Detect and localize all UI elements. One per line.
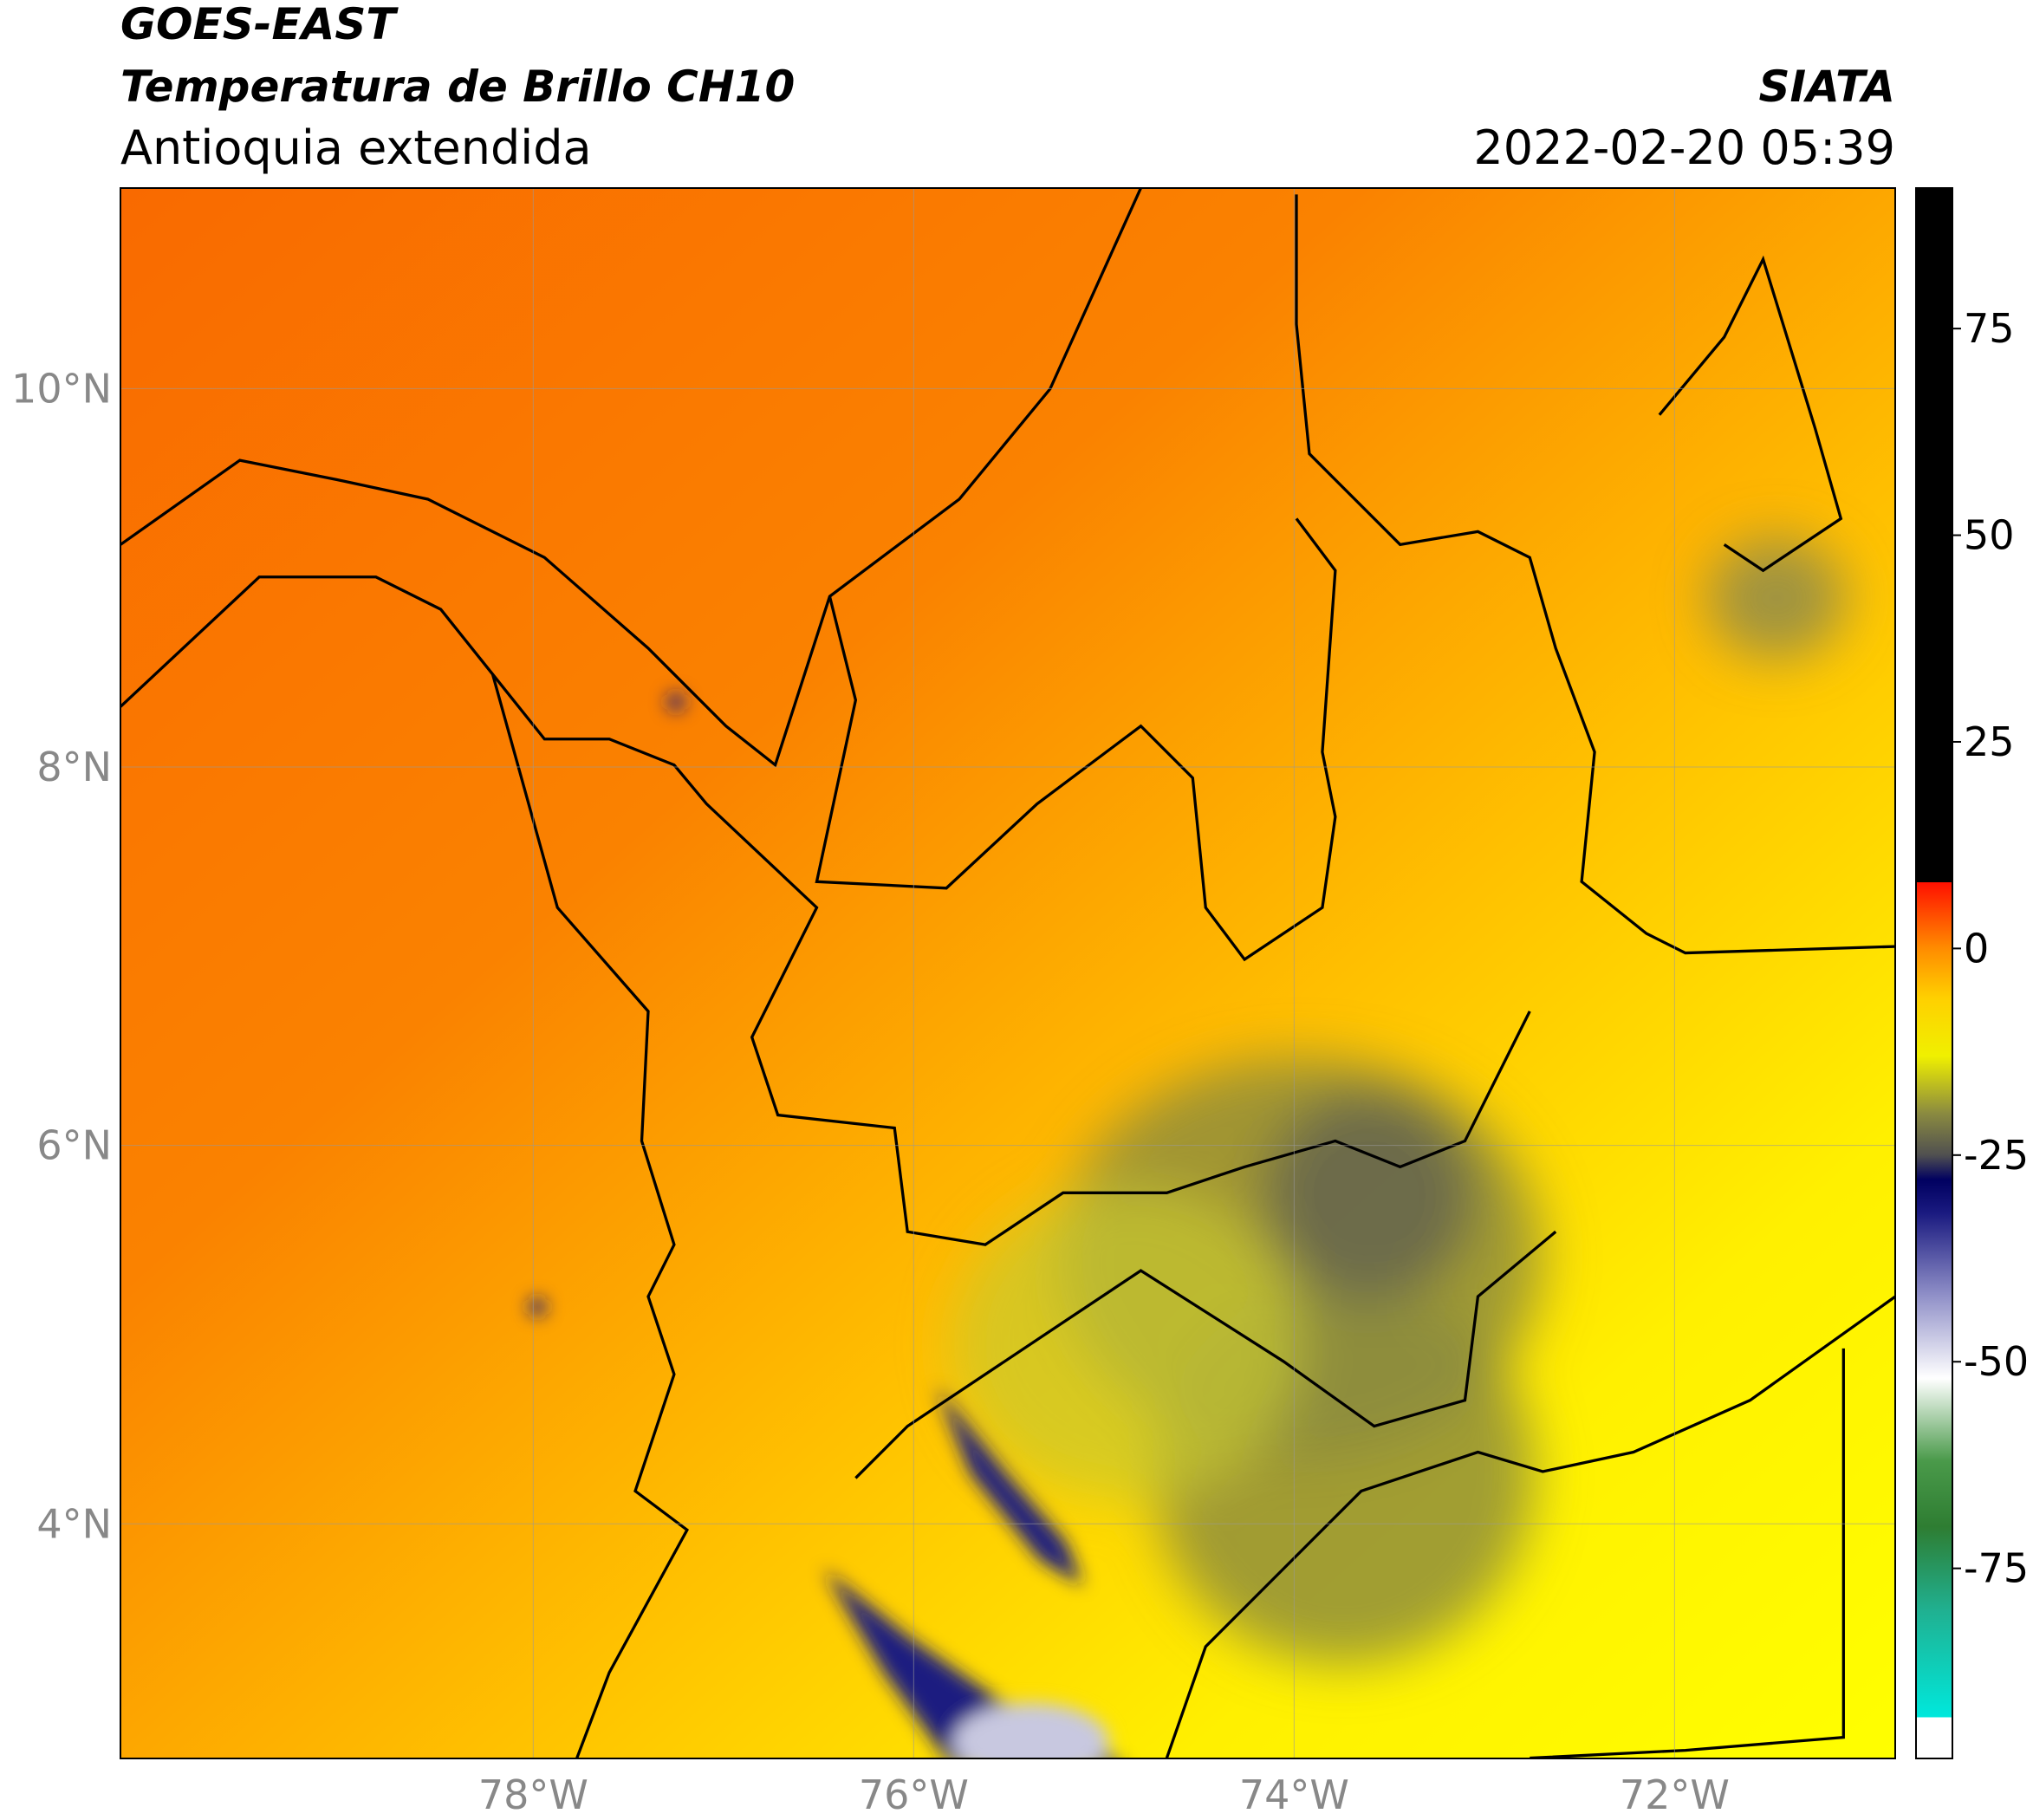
borders [120, 188, 1895, 1758]
lat-tick-label: 4°N [36, 1500, 112, 1547]
colorbar-tick-label: 50 [1964, 512, 2015, 559]
lat-tick-label: 6°N [36, 1122, 112, 1169]
lat-tick-label: 10°N [11, 365, 112, 412]
lon-tick-label: 72°W [1620, 1771, 1730, 1818]
title: GOES-EAST [120, 0, 399, 49]
lon-tick-label: 74°W [1239, 1771, 1349, 1818]
map-area [120, 188, 1895, 1758]
colorbar-tick-label: 25 [1964, 718, 2015, 765]
map-frame [120, 187, 1896, 1759]
colorbar-tick-label: -50 [1964, 1338, 2029, 1385]
colorbar-tick-label: -25 [1964, 1132, 2029, 1179]
colorbar [1915, 187, 1953, 1759]
colorbar-tick-label: -75 [1964, 1545, 2029, 1592]
lon-tick-label: 76°W [859, 1771, 969, 1818]
lat-tick-label: 8°N [36, 744, 112, 790]
colorbar-tick-label: 0 [1964, 925, 1989, 972]
background-field [120, 188, 1895, 1758]
lon-tick-label: 78°W [478, 1771, 588, 1818]
graticule [120, 188, 1895, 1758]
colorbar-tick-label: 75 [1964, 305, 2015, 352]
source: SIATA [1759, 62, 1895, 112]
subtitle: Temperatura de Brillo CH10 [120, 62, 795, 112]
datetime: 2022-02-20 05:39 [1473, 120, 1895, 175]
region: Antioquia extendida [120, 120, 592, 175]
